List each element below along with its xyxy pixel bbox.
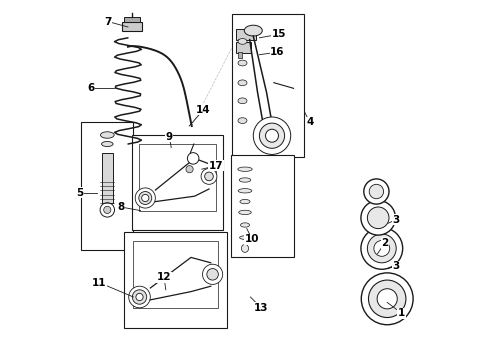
- Circle shape: [187, 153, 199, 164]
- Circle shape: [259, 123, 285, 148]
- Text: 1: 1: [398, 308, 405, 318]
- Circle shape: [135, 188, 155, 208]
- Circle shape: [201, 168, 217, 184]
- Circle shape: [361, 201, 395, 235]
- Bar: [123, 17, 140, 22]
- Ellipse shape: [242, 244, 248, 252]
- Ellipse shape: [245, 25, 262, 36]
- Bar: [102, 153, 113, 203]
- Circle shape: [364, 179, 389, 204]
- Circle shape: [104, 206, 111, 213]
- Bar: [231, 155, 294, 257]
- Text: 9: 9: [166, 132, 173, 142]
- Bar: [238, 39, 245, 43]
- Circle shape: [139, 192, 152, 204]
- Circle shape: [253, 117, 291, 154]
- Text: 13: 13: [254, 303, 269, 313]
- Ellipse shape: [238, 39, 247, 44]
- Circle shape: [202, 264, 222, 284]
- Circle shape: [361, 228, 403, 269]
- Bar: [238, 52, 243, 58]
- Ellipse shape: [239, 210, 251, 215]
- Ellipse shape: [238, 98, 247, 104]
- Text: 8: 8: [117, 202, 124, 212]
- Text: 17: 17: [209, 161, 223, 171]
- Ellipse shape: [238, 80, 247, 86]
- Circle shape: [369, 184, 384, 199]
- Text: 3: 3: [392, 261, 400, 271]
- Circle shape: [368, 234, 396, 263]
- Ellipse shape: [100, 132, 114, 138]
- Circle shape: [136, 293, 143, 301]
- Ellipse shape: [238, 60, 247, 66]
- Circle shape: [374, 240, 390, 256]
- Bar: [132, 135, 223, 230]
- Ellipse shape: [240, 236, 250, 239]
- Circle shape: [266, 129, 278, 142]
- Text: 12: 12: [157, 272, 171, 282]
- Text: 11: 11: [92, 278, 106, 288]
- Text: 16: 16: [270, 47, 285, 57]
- Text: 10: 10: [245, 234, 259, 244]
- Text: 2: 2: [381, 238, 388, 248]
- Ellipse shape: [238, 118, 247, 123]
- Ellipse shape: [238, 189, 252, 193]
- Bar: [133, 241, 218, 308]
- Bar: [232, 14, 304, 157]
- Circle shape: [205, 172, 213, 181]
- Text: 4: 4: [306, 117, 314, 127]
- Circle shape: [361, 273, 413, 325]
- Ellipse shape: [241, 223, 249, 227]
- Circle shape: [207, 269, 219, 280]
- Text: 6: 6: [87, 83, 95, 93]
- Bar: [122, 22, 142, 31]
- Text: 3: 3: [392, 215, 400, 225]
- Ellipse shape: [240, 199, 250, 204]
- Text: 14: 14: [196, 105, 211, 115]
- Circle shape: [186, 166, 193, 173]
- Bar: [81, 122, 133, 250]
- Circle shape: [368, 207, 389, 229]
- Circle shape: [368, 280, 406, 318]
- Bar: [124, 232, 227, 328]
- Text: 7: 7: [104, 17, 112, 27]
- Ellipse shape: [239, 178, 251, 182]
- Circle shape: [377, 289, 397, 309]
- Circle shape: [142, 194, 149, 202]
- Ellipse shape: [238, 167, 252, 171]
- Text: 15: 15: [272, 29, 287, 39]
- Circle shape: [100, 203, 115, 217]
- Circle shape: [129, 286, 150, 308]
- Bar: [139, 144, 216, 211]
- Ellipse shape: [101, 141, 113, 147]
- Bar: [236, 29, 256, 40]
- Bar: [236, 42, 251, 53]
- Circle shape: [132, 290, 147, 304]
- Text: 5: 5: [76, 188, 83, 198]
